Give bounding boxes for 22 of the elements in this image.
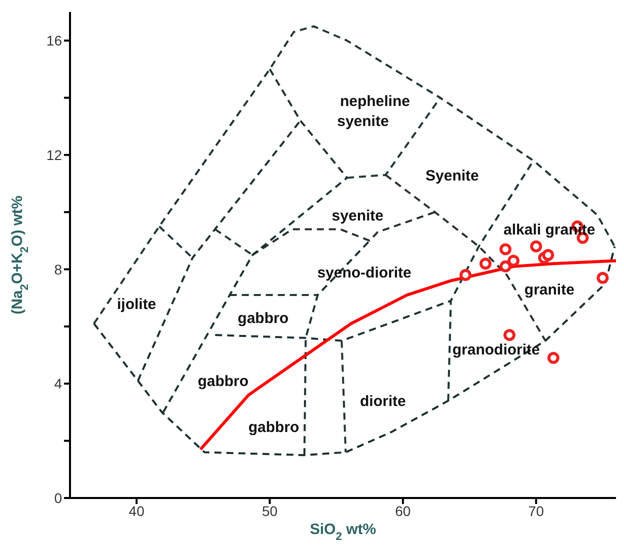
x-axis-title: SiO$_{2}$ wt% <box>310 521 376 543</box>
x-tick-label: 70 <box>528 502 544 519</box>
annotation: Syenite <box>426 167 479 184</box>
annotation: syeno-diorite <box>317 264 412 282</box>
x-tick-label: 60 <box>395 502 411 519</box>
y-tick-label: 16 <box>46 32 62 49</box>
annotation: granite <box>524 282 574 299</box>
x-tick-label: 50 <box>262 502 278 519</box>
annotation: gabbro <box>238 310 289 328</box>
annotation: nepheline <box>340 92 410 110</box>
annotation: gabbro <box>198 373 249 390</box>
y-tick-label: 4 <box>54 376 62 392</box>
x-tick-label: 40 <box>128 502 145 519</box>
annotation: gabbro <box>248 418 300 436</box>
y-tick-label: 8 <box>54 261 62 278</box>
y-tick-label: 12 <box>46 146 62 163</box>
annotation: granodiorite <box>452 342 540 359</box>
annotation: syenite <box>337 112 389 130</box>
y-tick-label: 0 <box>54 490 62 506</box>
annotation: ijolite <box>117 296 156 313</box>
annotation: diorite <box>360 393 406 410</box>
annotation: syenite <box>332 207 384 224</box>
